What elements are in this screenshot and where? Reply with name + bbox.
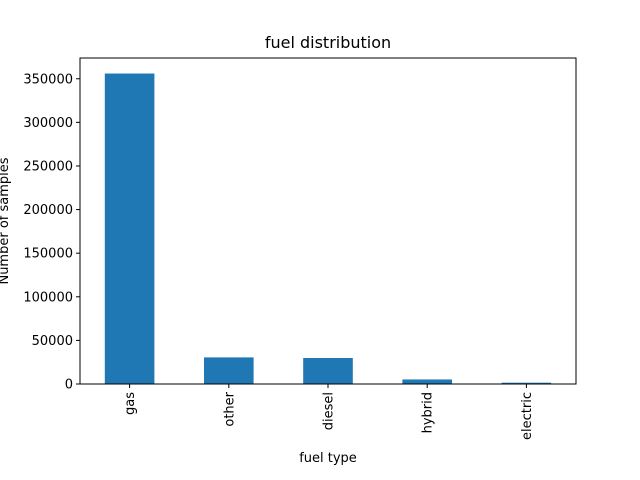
bar-other <box>204 357 254 384</box>
x-tick-label-diesel: diesel <box>322 392 337 430</box>
y-axis-label: Number of samples <box>0 157 12 284</box>
y-tick-label: 50000 <box>32 334 73 349</box>
y-tick-label: 300000 <box>23 116 73 131</box>
y-tick-label: 0 <box>65 378 73 393</box>
x-tick-label-gas: gas <box>123 392 138 415</box>
y-tick-label: 250000 <box>23 159 73 174</box>
y-tick-label: 150000 <box>23 247 73 262</box>
y-tick-label: 100000 <box>23 290 73 305</box>
bar-electric <box>501 382 552 384</box>
x-tick-label-electric: electric <box>520 392 535 440</box>
bar-gas <box>104 73 155 385</box>
x-tick-label-other: other <box>222 391 237 426</box>
plot-frame <box>79 57 577 385</box>
bars <box>104 73 552 385</box>
chart-title: fuel distribution <box>265 33 391 52</box>
bar-hybrid <box>402 379 452 384</box>
y-tick-label: 350000 <box>23 72 73 87</box>
x-tick-label-hybrid: hybrid <box>421 392 436 433</box>
y-tick-label: 200000 <box>23 203 73 218</box>
bar-diesel <box>303 358 353 384</box>
x-axis-label: fuel type <box>299 451 357 466</box>
x-axis-ticks: gas other diesel hybrid electric <box>123 384 535 440</box>
y-axis-ticks: 0 50000 100000 150000 200000 250000 300000 3500… <box>23 72 80 393</box>
